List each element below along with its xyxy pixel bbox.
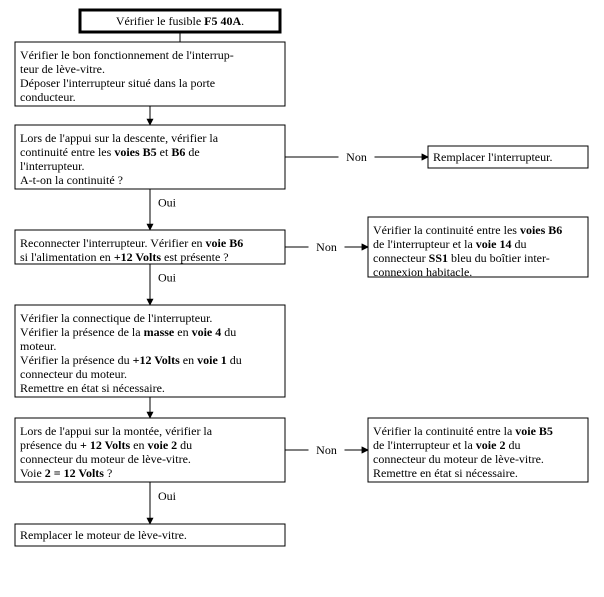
node-text: Reconnecter l'interrupteur. Vérifier en …: [20, 236, 243, 250]
flow-node-n5r: Vérifier la continuité entre la voie B5d…: [368, 418, 588, 482]
node-text: connecteur du moteur de lève-vitre.: [20, 452, 191, 466]
flowchart-svg: Oui Non Oui Non Oui Non Vérifier le fusible F5…: [0, 0, 604, 597]
node-text: connecteur SS1 bleu du boîtier inter-: [373, 251, 550, 265]
node-text: connexion habitacle.: [373, 265, 472, 279]
node-text: Vérifier le fusible F5 40A.: [116, 14, 244, 28]
flow-node-n3: Reconnecter l'interrupteur. Vérifier en …: [15, 230, 285, 264]
edge-label-non-n3: Non: [316, 240, 337, 254]
node-text: connecteur du moteur de lève-vitre.: [373, 452, 544, 466]
node-text: teur de lève-vitre.: [20, 62, 105, 76]
node-text: Lors de l'appui sur la montée, vérifier …: [20, 424, 213, 438]
edge-label-n3-n4: Oui: [158, 271, 177, 285]
node-text: présence du + 12 Volts en voie 2 du: [20, 438, 192, 452]
node-text: Voie 2 = 12 Volts ?: [20, 466, 112, 480]
node-text: A-t-on la continuité ?: [20, 173, 123, 187]
edge-label-non-n5: Non: [316, 443, 337, 457]
node-text: Vérifier le bon fonctionnement de l'inte…: [20, 48, 234, 62]
flow-node-n2r: Remplacer l'interrupteur.: [428, 146, 588, 168]
node-text: de l'interrupteur et la voie 2 du: [373, 438, 520, 452]
flow-node-n5: Lors de l'appui sur la montée, vérifier …: [15, 418, 285, 482]
flow-node-n1: Vérifier le bon fonctionnement de l'inte…: [15, 42, 285, 106]
node-text: Vérifier la présence du +12 Volts en voi…: [20, 353, 242, 367]
node-text: de l'interrupteur et la voie 14 du: [373, 237, 526, 251]
node-text: Vérifier la continuité entre la voie B5: [373, 424, 553, 438]
node-text: Déposer l'interrupteur situé dans la por…: [20, 76, 215, 90]
node-text: Remettre en état si nécessaire.: [20, 381, 165, 395]
node-text: Remplacer l'interrupteur.: [433, 150, 552, 164]
flow-node-n0: Vérifier le fusible F5 40A.: [80, 10, 280, 32]
flow-node-n2: Lors de l'appui sur la descente, vérifie…: [15, 125, 285, 189]
node-text: Lors de l'appui sur la descente, vérifie…: [20, 131, 219, 145]
flow-node-n4: Vérifier la connectique de l'interrupteu…: [15, 305, 285, 397]
flow-node-n3r: Vérifier la continuité entre les voies B…: [368, 217, 588, 279]
node-text: l'interrupteur.: [20, 159, 84, 173]
node-text: moteur.: [20, 339, 56, 353]
node-text: si l'alimentation en +12 Volts est prése…: [20, 250, 229, 264]
node-text: continuité entre les voies B5 et B6 de: [20, 145, 200, 159]
node-text: Vérifier la présence de la masse en voie…: [20, 325, 236, 339]
edge-label-n2-n3: Oui: [158, 196, 177, 210]
edge-label-non-n2: Non: [346, 150, 367, 164]
node-text: Remplacer le moteur de lève-vitre.: [20, 528, 187, 542]
edge-label-n5-n6: Oui: [158, 489, 177, 503]
flow-node-n6: Remplacer le moteur de lève-vitre.: [15, 524, 285, 546]
node-text: conducteur.: [20, 90, 76, 104]
node-text: connecteur du moteur.: [20, 367, 127, 381]
node-text: Remettre en état si nécessaire.: [373, 466, 518, 480]
node-text: Vérifier la connectique de l'interrupteu…: [20, 311, 212, 325]
node-text: Vérifier la continuité entre les voies B…: [373, 223, 562, 237]
